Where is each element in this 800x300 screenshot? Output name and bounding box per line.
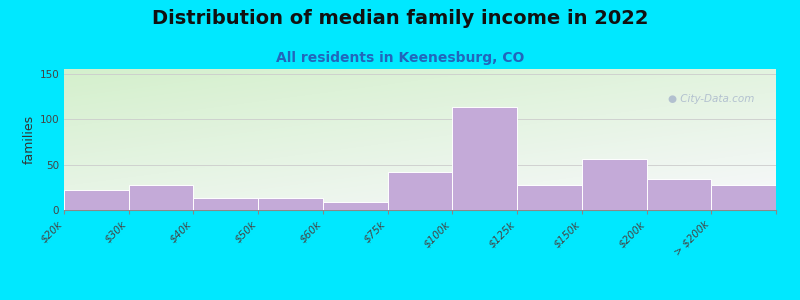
Text: Distribution of median family income in 2022: Distribution of median family income in …: [152, 9, 648, 28]
Bar: [582, 159, 646, 210]
Bar: [194, 198, 258, 210]
Bar: [323, 202, 388, 210]
Bar: [452, 107, 517, 210]
Bar: [517, 185, 582, 210]
Text: All residents in Keenesburg, CO: All residents in Keenesburg, CO: [276, 51, 524, 65]
Bar: [711, 185, 776, 210]
Bar: [646, 179, 711, 210]
Text: ● City-Data.com: ● City-Data.com: [668, 94, 754, 104]
Bar: [64, 190, 129, 210]
Bar: [258, 198, 323, 210]
Bar: [129, 184, 194, 210]
Bar: [388, 172, 452, 210]
Y-axis label: families: families: [22, 115, 35, 164]
